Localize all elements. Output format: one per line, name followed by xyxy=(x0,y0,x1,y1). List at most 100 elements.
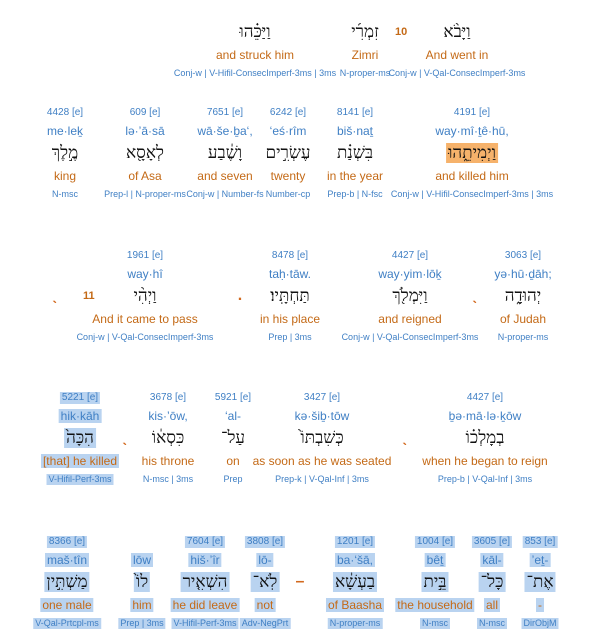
translit-text: way·yim·lōḵ xyxy=(378,267,442,281)
translit-text: lō- xyxy=(256,553,274,568)
morph-text: Prep | 3ms xyxy=(268,332,312,342)
hebrew-word: בֵּ֣ית xyxy=(421,572,449,593)
hebrew-word: וַיְהִ֨י xyxy=(133,286,157,306)
translit-text: ‘al- xyxy=(224,409,242,423)
english-text: the household xyxy=(395,598,475,613)
translit-text: me·leḵ xyxy=(46,124,84,138)
strongs-text: 1004 [e] xyxy=(414,536,456,548)
morph-text: Prep-k | V-Qal-Inf | 3ms xyxy=(275,474,369,484)
english-text: of Baasha xyxy=(325,598,385,613)
strongs-text: 3605 [e] xyxy=(471,536,513,548)
strongs-text: 4427 [e] xyxy=(391,250,429,261)
hebrew-word: עֶשְׂרִ֣ים xyxy=(265,143,311,163)
hebrew-word: וַיָּבֹ֨א xyxy=(443,22,471,42)
translit-text: biš·naṯ xyxy=(336,124,374,138)
hebrew-word: בִּשְׁנַ֗ת xyxy=(336,143,374,163)
hebrew-word: כִּסְא֔וֹ xyxy=(151,428,185,448)
strongs-text: 8478 [e] xyxy=(271,250,309,261)
morph-text: Conj-w | Number-fs xyxy=(186,189,264,199)
english-text: his throne xyxy=(141,454,195,468)
morph-text: N-proper-ms xyxy=(327,618,383,629)
english-text: on xyxy=(226,454,240,468)
translit-text: maš·tîn xyxy=(44,553,90,568)
english-text: when he began to reign xyxy=(422,454,548,468)
strongs-text: 609 [e] xyxy=(129,107,161,118)
english-text: And went in xyxy=(425,48,489,62)
morph-text: V-Hifil-Perf-3ms xyxy=(46,474,114,485)
strongs-text: 6242 [e] xyxy=(269,107,307,118)
morph-text: Prep xyxy=(223,474,243,484)
translit-text: lə·’ā·sā xyxy=(125,124,165,138)
english-text: all xyxy=(483,598,501,613)
morph-text: N-proper-ms xyxy=(339,68,391,78)
translit-text: kis·’ōw, xyxy=(148,409,188,423)
morph-text: Adv-NegPrt xyxy=(239,618,291,629)
hebrew-word: יְהוּדָ֑ה xyxy=(504,286,542,306)
morph-text: Conj-w | V-Qal-ConsecImperf-3ms xyxy=(388,68,526,78)
morph-text: Number-cp xyxy=(265,189,311,199)
english-text: in his place xyxy=(259,312,321,326)
strongs-text: 3678 [e] xyxy=(149,392,187,403)
english-text: him xyxy=(130,598,154,613)
hebrew-word: מֶ֣לֶךְ xyxy=(51,143,79,163)
strongs-text: 5921 [e] xyxy=(214,392,252,403)
hebrew-word: לוֹ֙ xyxy=(133,572,151,593)
translit-text: ’eṯ- xyxy=(529,553,551,568)
translit-text: way·mî·ṯê·hū, xyxy=(435,124,509,138)
strongs-text: 4428 [e] xyxy=(46,107,84,118)
morph-text: Conj-w | V-Qal-ConsecImperf-3ms xyxy=(76,332,214,342)
translit-text: kāl- xyxy=(480,553,504,568)
strongs-text: 8366 [e] xyxy=(46,536,88,548)
translit-text: ḇə·mā·lə·ḵōw xyxy=(448,409,522,423)
english-text: king xyxy=(53,169,77,183)
english-text: of Asa xyxy=(128,169,162,183)
morph-text: Conj-w | V-Qal-ConsecImperf-3ms xyxy=(341,332,479,342)
english-text: in the year xyxy=(326,169,384,183)
hebrew-word: מַשְׁתִּ֣ין xyxy=(44,572,90,593)
strongs-text: 5221 [e] xyxy=(59,392,101,404)
hebrew-word: הִכָּה֙ xyxy=(64,428,96,449)
hebrew-word: לְאָסָ֖א xyxy=(125,143,165,163)
english-text: twenty xyxy=(270,169,306,183)
english-text: and killed him xyxy=(435,169,509,183)
morph-text: N-msc xyxy=(420,618,450,629)
hebrew-word: וַיְמִיתֵ֑הוּ xyxy=(446,143,498,164)
morph-text: N-msc | 3ms xyxy=(142,474,194,484)
morph-text: Conj-w | V-Hifil-ConsecImperf-3ms | 3ms xyxy=(173,68,337,78)
morph-text: Prep | 3ms xyxy=(118,618,166,629)
strongs-text: 4191 [e] xyxy=(453,107,491,118)
punctuation: ˎ xyxy=(472,287,478,304)
english-text: not xyxy=(254,598,276,613)
strongs-text: 8141 [e] xyxy=(336,107,374,118)
translit-text: way·hî xyxy=(127,267,163,281)
punctuation: ˎ xyxy=(402,429,408,446)
translit-text: bêṯ xyxy=(424,553,446,568)
translit-text: taḥ·tāw. xyxy=(268,267,312,281)
strongs-text: 3808 [e] xyxy=(244,536,286,548)
punctuation: – xyxy=(295,573,305,590)
strongs-text: 853 [e] xyxy=(522,536,558,548)
hebrew-word: וָשֶׁ֔בַע xyxy=(207,143,243,163)
hebrew-word: עַל־ xyxy=(220,428,246,448)
strongs-text: 3427 [e] xyxy=(303,392,341,403)
english-text: and reigned xyxy=(378,312,442,326)
strongs-text: 1201 [e] xyxy=(334,536,376,548)
hebrew-word: הִשְׁאִ֤יר xyxy=(180,572,230,593)
english-text: Zimri xyxy=(351,48,379,62)
strongs-text: 7651 [e] xyxy=(206,107,244,118)
translit-text: kə·šiḇ·tōw xyxy=(294,409,350,423)
hebrew-word: זִמְרִ֜י xyxy=(351,22,379,42)
hebrew-word: כְּשִׁבְתּוֹ֙ xyxy=(300,428,344,448)
english-text: And it came to pass xyxy=(92,312,198,326)
hebrew-word: בַעְשָׁ֔א xyxy=(332,572,378,593)
morph-text: V-Hifil-Perf-3ms xyxy=(171,618,239,629)
morph-text: Prep-b | V-Qal-Inf | 3ms xyxy=(437,474,533,484)
english-text: - xyxy=(536,598,544,613)
hebrew-word: תַּחְתָּֽיו׃ xyxy=(270,286,310,306)
morph-text: V-Qal-Prtcpl-ms xyxy=(33,618,101,629)
strongs-text: 4427 [e] xyxy=(466,392,504,403)
morph-text: N-msc xyxy=(52,189,78,199)
translit-text: yə·hū·ḏāh; xyxy=(494,267,552,281)
morph-text: Conj-w | V-Hifil-ConsecImperf-3ms | 3ms xyxy=(390,189,554,199)
